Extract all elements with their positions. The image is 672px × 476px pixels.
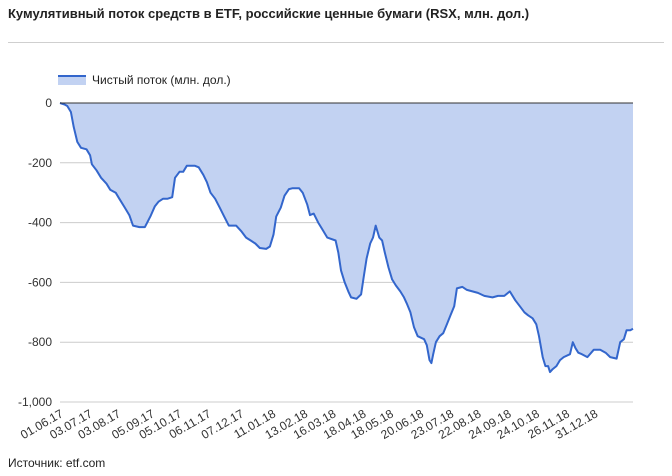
- title-divider: [8, 42, 664, 43]
- series-line: [59, 102, 634, 374]
- y-tick-label: -200: [28, 156, 52, 170]
- legend-label: Чистый поток (млн. дол.): [92, 73, 231, 87]
- flow-chart: 0 -200 -400 -600 -800 -1,000 01.06.1703.07.17…: [18, 96, 634, 442]
- series-area: [60, 103, 633, 373]
- legend-swatch: [58, 75, 86, 85]
- y-axis: 0 -200 -400 -600 -800 -1,000: [18, 96, 52, 409]
- y-tick-label: 0: [45, 96, 52, 110]
- source-note: Источник: etf.com: [8, 456, 106, 470]
- y-tick-label: -1,000: [18, 395, 52, 409]
- series-layer: [59, 102, 634, 374]
- x-axis: 01.06.1703.07.1703.08.1705.09.1705.10.17…: [18, 406, 600, 442]
- chart-title: Кумулятивный поток средств в ETF, россий…: [8, 6, 530, 21]
- y-tick-label: -600: [28, 275, 52, 289]
- y-tick-label: -800: [28, 335, 52, 349]
- chart-legend: Чистый поток (млн. дол.): [58, 73, 231, 87]
- y-tick-label: -400: [28, 216, 52, 230]
